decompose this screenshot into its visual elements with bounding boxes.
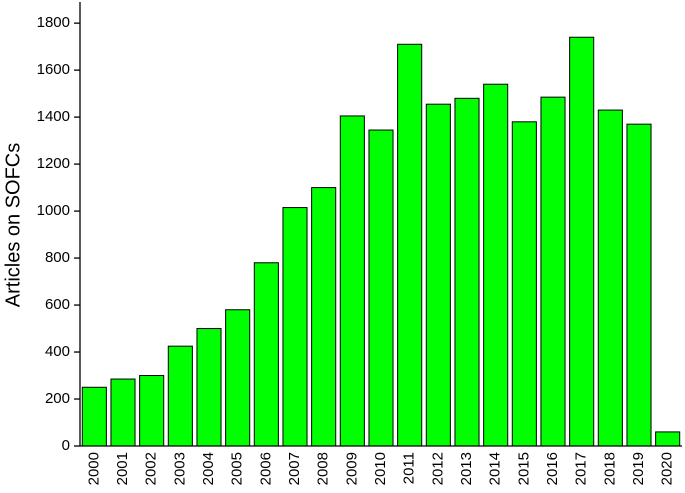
- x-tick-label: 2020: [659, 452, 676, 485]
- x-tick-label: 2001: [114, 452, 131, 485]
- y-tick-label: 0: [62, 437, 70, 454]
- bar: [139, 375, 165, 447]
- y-axis-title: Articles on SOFCs: [2, 143, 24, 307]
- x-tick-label: 2010: [372, 452, 389, 485]
- bar: [196, 328, 222, 447]
- bar: [167, 345, 193, 447]
- x-tick-label: 2002: [143, 452, 160, 485]
- x-tick-label: 2009: [343, 452, 360, 485]
- bar: [655, 431, 681, 447]
- bar: [81, 386, 107, 447]
- y-tick-label: 600: [45, 296, 70, 313]
- x-tick-label: 2011: [401, 452, 418, 484]
- bar: [425, 103, 451, 447]
- bar: [454, 97, 480, 447]
- x-tick-label: 2013: [458, 452, 475, 485]
- bar: [253, 262, 279, 447]
- y-tick-label: 1000: [37, 202, 70, 219]
- bar: [540, 96, 566, 447]
- x-tick-label: 2000: [85, 452, 102, 485]
- x-tick-label: 2006: [257, 452, 274, 485]
- x-tick-label: 2014: [487, 452, 504, 485]
- bar: [368, 129, 394, 447]
- y-tick-label: 1800: [37, 14, 70, 31]
- y-tick-label: 400: [45, 343, 70, 360]
- x-tick-label: 2003: [171, 452, 188, 485]
- x-tick-label: 2012: [429, 452, 446, 485]
- x-tick-label: 2004: [200, 452, 217, 485]
- x-tick-label: 2016: [544, 452, 561, 485]
- x-tick-label: 2019: [630, 452, 647, 485]
- x-tick-label: 2008: [315, 452, 332, 485]
- x-tick-label: 2018: [601, 452, 618, 485]
- bar: [597, 109, 623, 447]
- y-tick-label: 200: [45, 390, 70, 407]
- bar: [311, 187, 337, 447]
- y-tick-label: 1200: [37, 155, 70, 172]
- bar: [626, 123, 652, 447]
- bar: [339, 115, 365, 447]
- x-tick-label: 2015: [515, 452, 532, 485]
- y-tick-label: 1600: [37, 61, 70, 78]
- bar: [282, 207, 308, 447]
- y-tick-label: 800: [45, 249, 70, 266]
- bar: [511, 121, 537, 447]
- x-tick-label: 2017: [573, 452, 590, 485]
- bar: [225, 309, 251, 447]
- y-tick-label: 1400: [37, 108, 70, 125]
- x-tick-label: 2005: [229, 452, 246, 485]
- bar: [397, 43, 423, 447]
- x-tick-label: 2007: [286, 452, 303, 485]
- bar: [110, 378, 136, 447]
- bar: [569, 36, 595, 447]
- bar: [483, 83, 509, 447]
